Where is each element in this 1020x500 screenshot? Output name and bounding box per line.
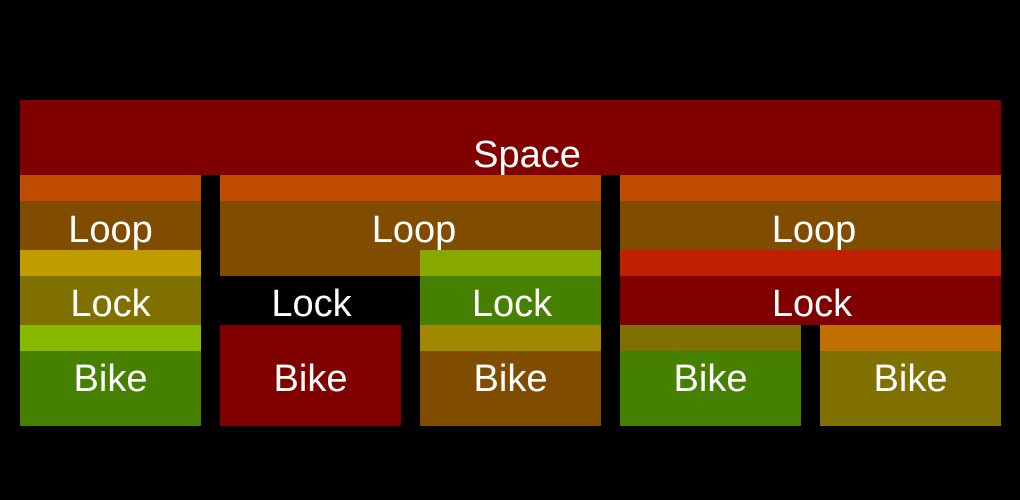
lock-block-3	[420, 276, 601, 325]
bike-label-3: Bike	[473, 358, 548, 400]
lock-band-3	[420, 250, 601, 276]
lock-block-4	[620, 276, 1001, 325]
lock-band-4	[620, 250, 1001, 276]
lock-block-1	[20, 276, 201, 325]
space-label: Space	[473, 134, 581, 176]
loop-block-1	[20, 201, 201, 250]
loop-label-4: Loop	[771, 209, 857, 251]
loop-label-1: Loop	[68, 209, 153, 251]
bike-block-1	[20, 351, 201, 426]
loop-band-4	[620, 175, 1001, 201]
bike-label-4b: Bike	[873, 358, 948, 400]
lock-label-3: Lock	[471, 283, 553, 325]
bike-band-4a	[620, 325, 801, 351]
bike-band-3	[420, 325, 601, 351]
space-block	[20, 100, 1001, 175]
bike-block-4b	[820, 351, 1001, 426]
bike-label-1: Bike	[73, 358, 148, 400]
lock-label-1: Lock	[70, 283, 151, 325]
bike-block-2	[220, 325, 401, 426]
lock-label-2: Lock	[271, 283, 352, 325]
bike-block-3	[420, 351, 601, 426]
lock-label-4: Lock	[771, 283, 853, 325]
loop-label-2: Loop	[371, 209, 457, 251]
bike-label-2: Bike	[273, 358, 348, 400]
bike-label-4a: Bike	[673, 358, 748, 400]
loop-band-1	[20, 175, 201, 201]
lock-band-1	[20, 250, 201, 276]
loop-block-4	[620, 201, 1001, 250]
bike-band-1	[20, 325, 201, 351]
bike-band-4b	[820, 325, 1001, 351]
bike-block-4a	[620, 351, 801, 426]
loop-band-2	[220, 175, 601, 201]
